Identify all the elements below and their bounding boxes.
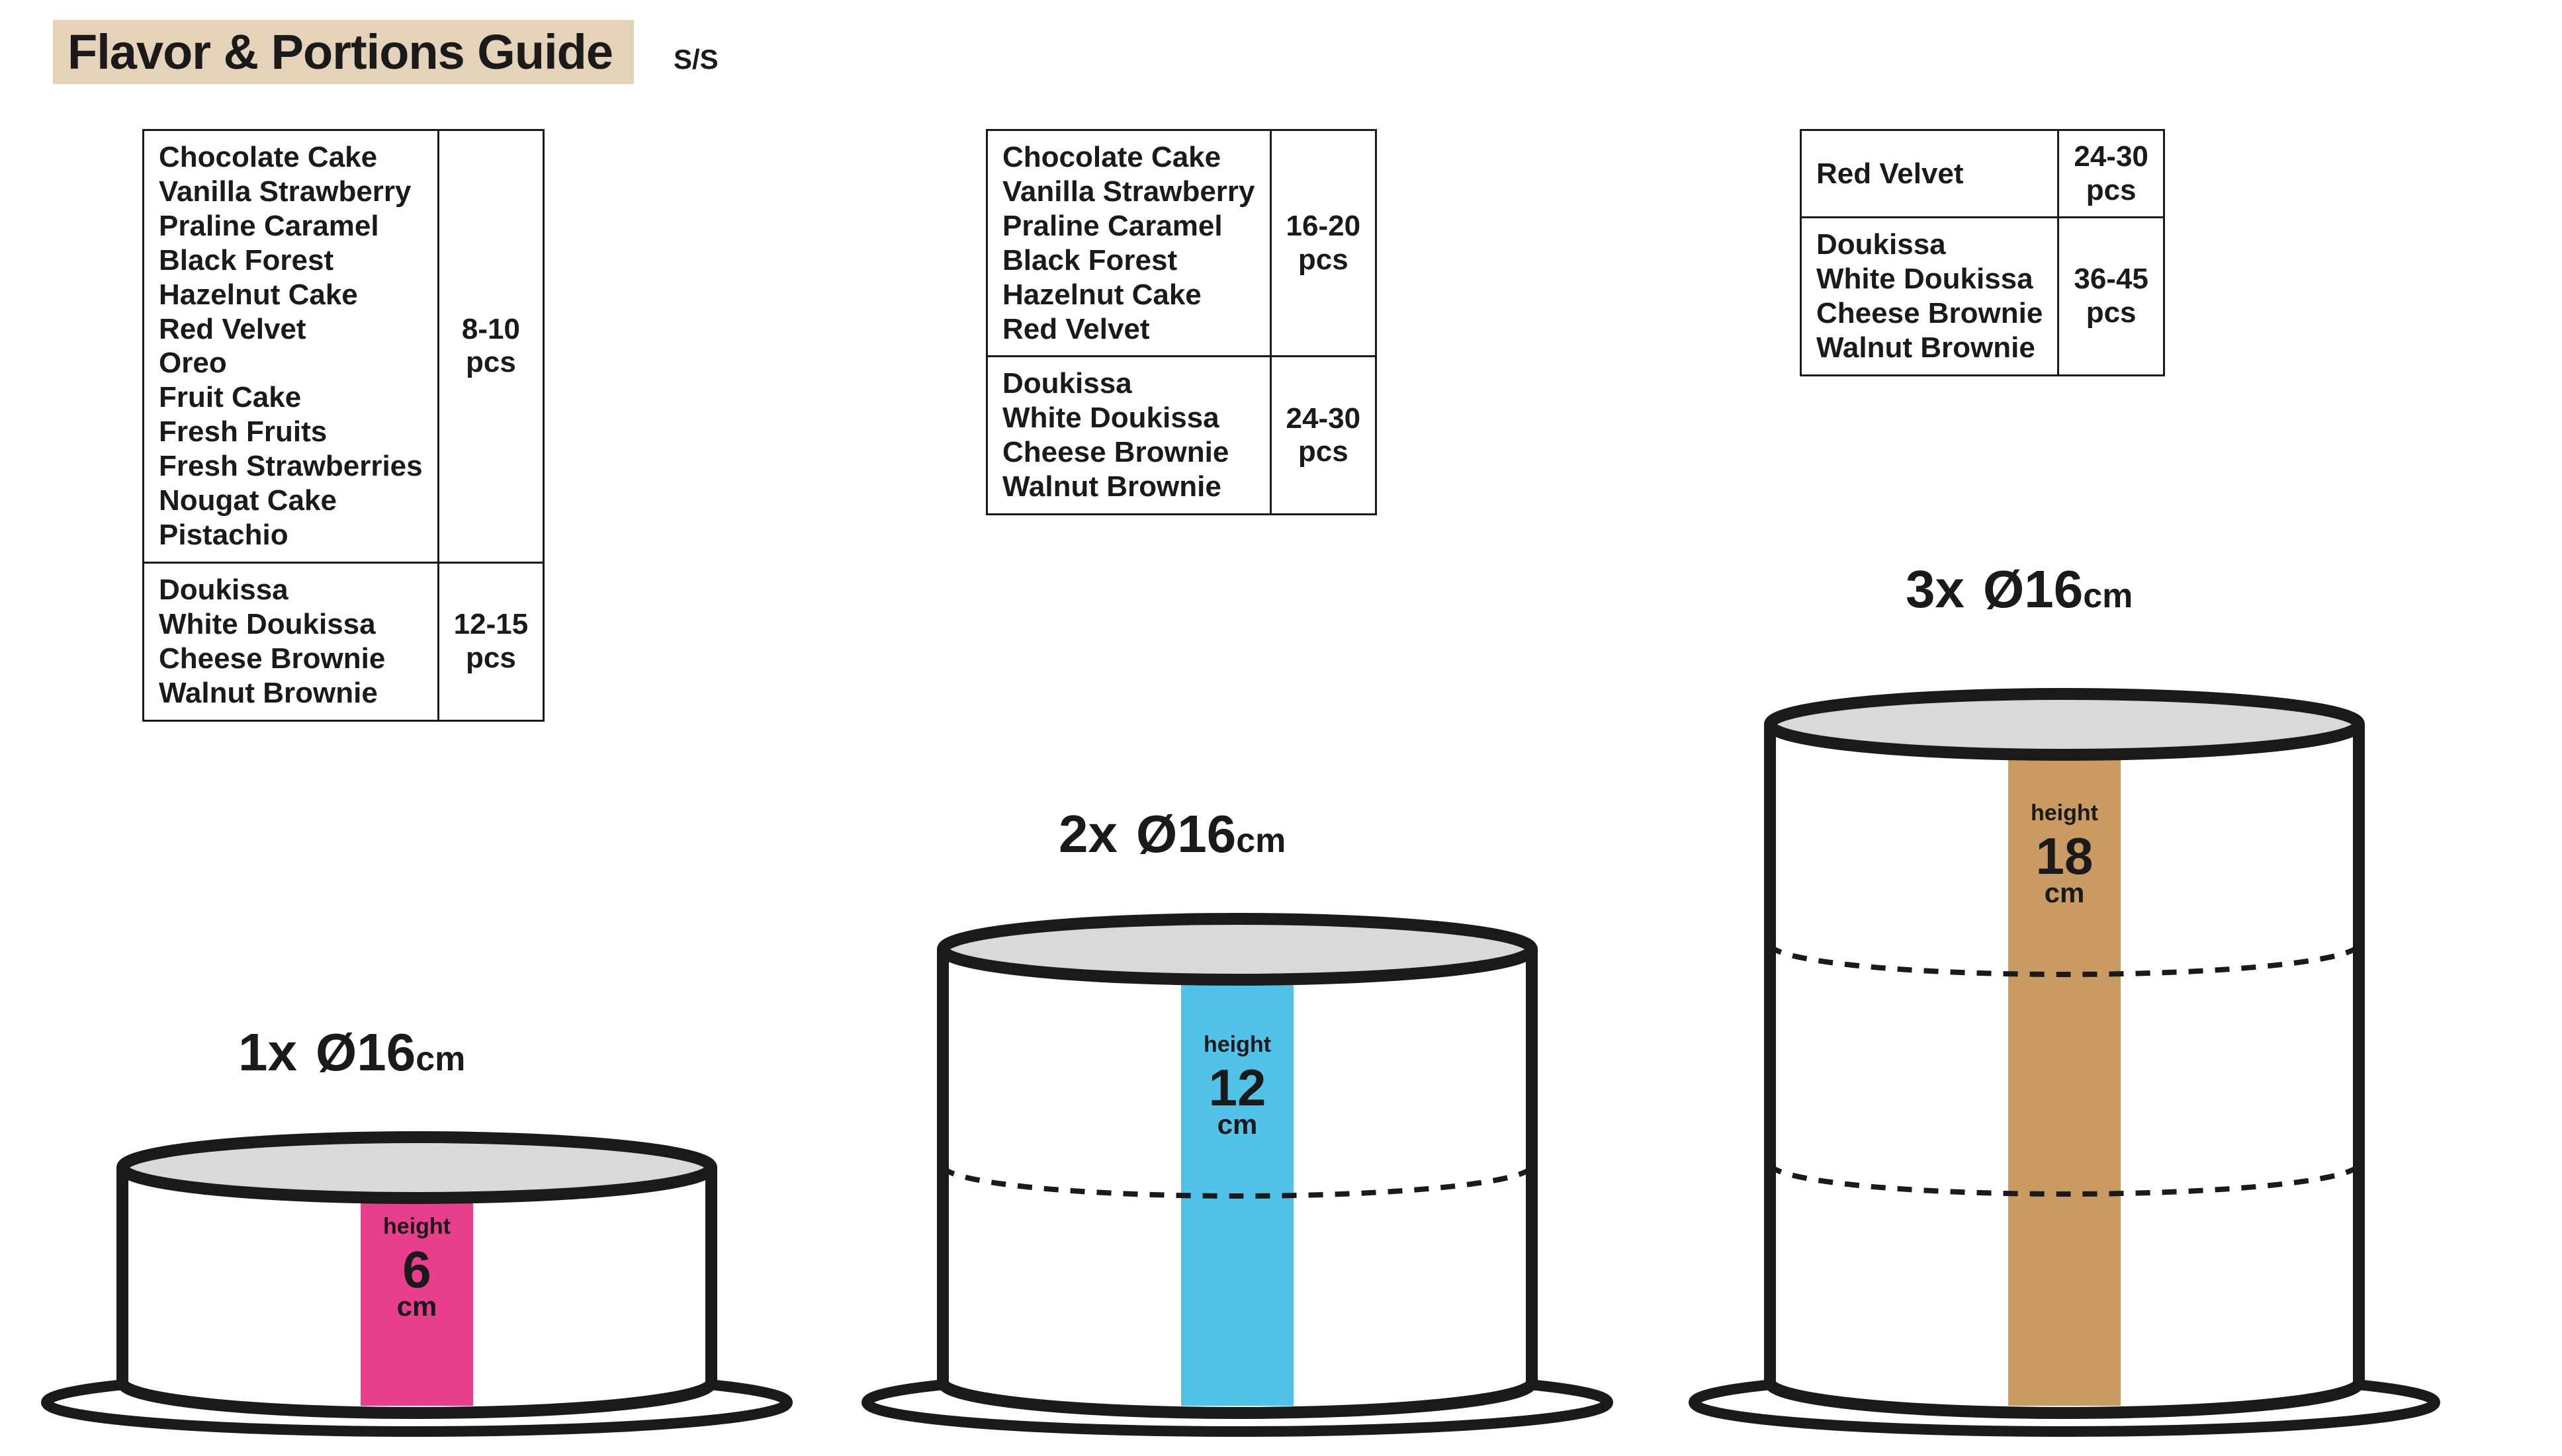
height-unit: cm xyxy=(361,1293,473,1320)
portions-cell: 24-30 pcs xyxy=(2058,130,2164,218)
multiplier: 1x xyxy=(238,1023,297,1082)
diameter: Ø16 xyxy=(316,1023,416,1082)
cake-illustration-3x: height 18 cm xyxy=(1674,655,2455,1442)
table-row: Chocolate Cake Vanilla Strawberry Pralin… xyxy=(144,130,544,563)
height-unit: cm xyxy=(2008,879,2121,907)
cake-size-label-2x: 2x Ø16cm xyxy=(1059,804,1286,865)
height-badge-2x: height 12 cm xyxy=(1181,1032,1294,1138)
diameter-unit: cm xyxy=(1236,822,1286,860)
title-subcode: S/S xyxy=(674,44,719,75)
table-row: Chocolate Cake Vanilla Strawberry Pralin… xyxy=(987,130,1376,357)
flavors-cell: Doukissa White Doukissa Cheese Brownie W… xyxy=(987,357,1271,515)
cake-size-label-1x: 1x Ø16cm xyxy=(238,1022,465,1083)
table-row: Red Velvet 24-30 pcs xyxy=(1801,130,2164,218)
height-label: height xyxy=(2008,800,2121,826)
flavors-cell: Chocolate Cake Vanilla Strawberry Pralin… xyxy=(144,130,439,563)
portions-table-2x: Chocolate Cake Vanilla Strawberry Pralin… xyxy=(986,129,1377,515)
flavors-cell: Doukissa White Doukissa Cheese Brownie W… xyxy=(144,562,439,720)
height-label: height xyxy=(361,1214,473,1240)
guide-canvas: Flavor & Portions Guide S/S Chocolate Ca… xyxy=(0,0,2562,1456)
height-label: height xyxy=(1181,1032,1294,1058)
flavors-cell: Doukissa White Doukissa Cheese Brownie W… xyxy=(1801,218,2058,376)
height-value: 6 xyxy=(361,1244,473,1295)
table-row: Doukissa White Doukissa Cheese Brownie W… xyxy=(987,357,1376,515)
portions-cell: 16-20 pcs xyxy=(1270,130,1376,357)
title-row: Flavor & Portions Guide S/S xyxy=(53,20,719,84)
height-unit: cm xyxy=(1181,1111,1294,1138)
title-badge: Flavor & Portions Guide xyxy=(53,20,634,84)
diameter: Ø16 xyxy=(1136,804,1236,863)
portions-cell: 8-10 pcs xyxy=(438,130,544,563)
cake-illustration-2x: height 12 cm xyxy=(847,880,1628,1442)
height-badge-1x: height 6 cm xyxy=(361,1214,473,1320)
height-value: 12 xyxy=(1181,1062,1294,1113)
flavors-cell: Chocolate Cake Vanilla Strawberry Pralin… xyxy=(987,130,1271,357)
diameter-unit: cm xyxy=(416,1040,465,1078)
multiplier: 2x xyxy=(1059,804,1118,863)
page-title: Flavor & Portions Guide xyxy=(67,24,613,79)
cake-illustration-1x: height 6 cm xyxy=(26,1098,807,1442)
portions-table-1x: Chocolate Cake Vanilla Strawberry Pralin… xyxy=(142,129,545,722)
portions-cell: 12-15 pcs xyxy=(438,562,544,720)
portions-cell: 24-30 pcs xyxy=(1270,357,1376,515)
flavors-cell: Red Velvet xyxy=(1801,130,2058,218)
height-value: 18 xyxy=(2008,830,2121,882)
diameter-unit: cm xyxy=(2083,577,2133,615)
cake-size-label-3x: 3x Ø16cm xyxy=(1906,559,2133,620)
multiplier: 3x xyxy=(1906,560,1965,619)
table-row: Doukissa White Doukissa Cheese Brownie W… xyxy=(144,562,544,720)
height-badge-3x: height 18 cm xyxy=(2008,800,2121,907)
portions-table-3x: Red Velvet 24-30 pcs Doukissa White Douk… xyxy=(1800,129,2165,376)
table-row: Doukissa White Doukissa Cheese Brownie W… xyxy=(1801,218,2164,376)
portions-cell: 36-45 pcs xyxy=(2058,218,2164,376)
diameter: Ø16 xyxy=(1983,560,2083,619)
